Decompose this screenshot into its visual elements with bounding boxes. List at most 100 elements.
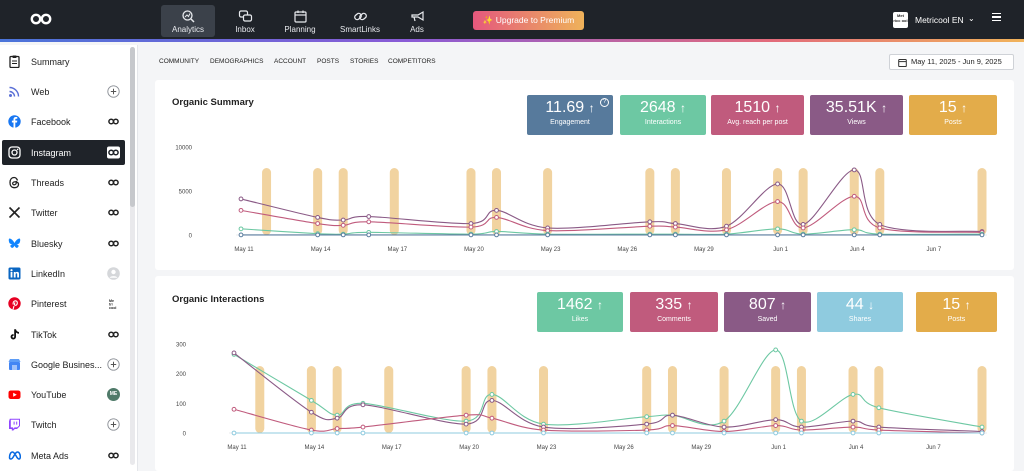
upgrade-premium-button[interactable]: ✨ Upgrade to Premium xyxy=(473,11,584,30)
data-point[interactable] xyxy=(775,199,780,204)
data-point[interactable] xyxy=(463,430,469,436)
data-point[interactable] xyxy=(494,207,499,213)
data-point[interactable] xyxy=(721,418,727,424)
data-point[interactable] xyxy=(877,232,883,238)
add-account-icon[interactable] xyxy=(107,418,120,431)
data-point[interactable] xyxy=(850,392,856,397)
data-point[interactable] xyxy=(489,430,495,436)
data-point[interactable] xyxy=(644,414,650,420)
data-point[interactable] xyxy=(308,409,314,415)
post-day-bar[interactable] xyxy=(849,168,859,235)
post-day-bar[interactable] xyxy=(667,366,677,433)
metricool-logo-icon[interactable] xyxy=(30,12,52,26)
summary-stat-views[interactable]: 35.51K ↑ Views xyxy=(810,95,903,135)
sidebar-scrollbar[interactable] xyxy=(130,47,135,465)
data-point[interactable] xyxy=(340,217,346,223)
data-point[interactable] xyxy=(773,423,779,428)
data-point[interactable] xyxy=(647,219,653,225)
data-point[interactable] xyxy=(366,214,372,219)
post-day-bar[interactable] xyxy=(796,366,806,433)
post-day-bar[interactable] xyxy=(262,168,272,235)
summary-stat-interactions[interactable]: 2648 ↑ Interactions xyxy=(620,95,706,135)
help-icon[interactable]: ? xyxy=(600,98,609,107)
data-point[interactable] xyxy=(494,215,499,220)
data-point[interactable] xyxy=(334,426,340,431)
data-point[interactable] xyxy=(238,207,244,213)
menu-icon[interactable] xyxy=(992,13,1001,21)
data-point[interactable] xyxy=(360,424,366,430)
data-point[interactable] xyxy=(231,430,237,436)
data-point[interactable] xyxy=(851,232,857,238)
tab-demographics[interactable]: DEMOGRAPHICS xyxy=(210,58,264,65)
sidebar-item-meta-ads[interactable]: Meta Ads xyxy=(2,443,125,468)
date-range-picker[interactable]: May 11, 2025 - Jun 9, 2025 xyxy=(889,54,1014,70)
add-account-icon[interactable] xyxy=(107,358,120,371)
post-day-bar[interactable] xyxy=(338,168,348,235)
data-point[interactable] xyxy=(463,421,469,427)
data-point[interactable] xyxy=(979,430,985,436)
data-point[interactable] xyxy=(340,232,346,238)
data-point[interactable] xyxy=(315,232,321,238)
data-point[interactable] xyxy=(463,412,469,418)
data-point[interactable] xyxy=(494,232,499,238)
post-day-bar[interactable] xyxy=(721,168,731,235)
data-point[interactable] xyxy=(366,232,372,238)
post-day-bar[interactable] xyxy=(798,168,808,235)
metricool-connected-icon[interactable] xyxy=(107,176,120,189)
data-point[interactable] xyxy=(979,424,985,430)
data-point[interactable] xyxy=(489,415,495,421)
post-day-bar[interactable] xyxy=(977,168,987,235)
tab-account[interactable]: ACCOUNT xyxy=(274,58,307,65)
sidebar-item-twitch[interactable]: Twitch xyxy=(2,412,125,437)
sidebar-scrollbar-thumb[interactable] xyxy=(130,47,135,207)
data-point[interactable] xyxy=(670,423,675,428)
nav-analytics[interactable]: Analytics xyxy=(161,5,215,37)
data-point[interactable] xyxy=(647,223,653,229)
post-day-bar[interactable] xyxy=(645,168,655,235)
post-day-bar[interactable] xyxy=(332,366,342,433)
sidebar-item-bluesky[interactable]: Bluesky xyxy=(2,231,125,256)
data-point[interactable] xyxy=(238,226,244,232)
profile-avatar-me[interactable]: ME xyxy=(107,388,120,401)
interactions-stat-posts[interactable]: 15 ↑ Posts xyxy=(916,292,997,332)
data-point[interactable] xyxy=(315,221,321,226)
chevron-down-icon[interactable]: ⌄ xyxy=(968,14,975,23)
sidebar-item-youtube[interactable]: YouTube ME xyxy=(2,382,125,407)
nav-ads[interactable]: Ads xyxy=(390,5,444,37)
post-day-bar[interactable] xyxy=(384,366,394,433)
add-account-icon[interactable] xyxy=(107,85,120,98)
data-point[interactable] xyxy=(773,347,779,353)
metricool-connected-icon[interactable] xyxy=(107,328,120,341)
data-point[interactable] xyxy=(851,193,857,199)
data-point[interactable] xyxy=(308,397,314,403)
interactions-stat-shares[interactable]: 44 ↓ Shares xyxy=(817,292,903,332)
sidebar-item-google-busines[interactable]: Google Busines... xyxy=(2,352,125,377)
data-point[interactable] xyxy=(877,225,883,231)
post-day-bar[interactable] xyxy=(670,168,680,235)
data-point[interactable] xyxy=(238,232,244,238)
data-point[interactable] xyxy=(334,430,340,436)
data-point[interactable] xyxy=(775,181,780,187)
post-day-bar[interactable] xyxy=(539,366,549,433)
post-day-bar[interactable] xyxy=(543,168,553,235)
summary-stat-posts[interactable]: 15 ↑ Posts xyxy=(909,95,997,135)
post-day-bar[interactable] xyxy=(875,168,885,235)
post-day-bar[interactable] xyxy=(492,168,502,235)
sidebar-item-pinterest[interactable]: Pinterest Me tri cool xyxy=(2,291,125,316)
profile-avatar-icon[interactable] xyxy=(107,267,120,280)
data-point[interactable] xyxy=(238,196,244,202)
metricool-connected-icon[interactable] xyxy=(107,115,120,128)
tab-posts[interactable]: POSTS xyxy=(317,58,340,65)
data-point[interactable] xyxy=(231,350,237,356)
sidebar-item-instagram[interactable]: Instagram xyxy=(2,140,125,165)
data-point[interactable] xyxy=(489,392,495,397)
tab-competitors[interactable]: COMPETITORS xyxy=(388,58,436,65)
data-point[interactable] xyxy=(644,421,650,427)
data-point[interactable] xyxy=(366,219,372,225)
nav-inbox[interactable]: Inbox xyxy=(218,5,272,37)
sidebar-item-linkedin[interactable]: LinkedIn xyxy=(2,261,125,286)
post-day-bar[interactable] xyxy=(389,168,399,235)
post-day-bar[interactable] xyxy=(771,366,781,433)
data-point[interactable] xyxy=(308,430,314,436)
account-name[interactable]: Metricool EN xyxy=(915,15,964,25)
